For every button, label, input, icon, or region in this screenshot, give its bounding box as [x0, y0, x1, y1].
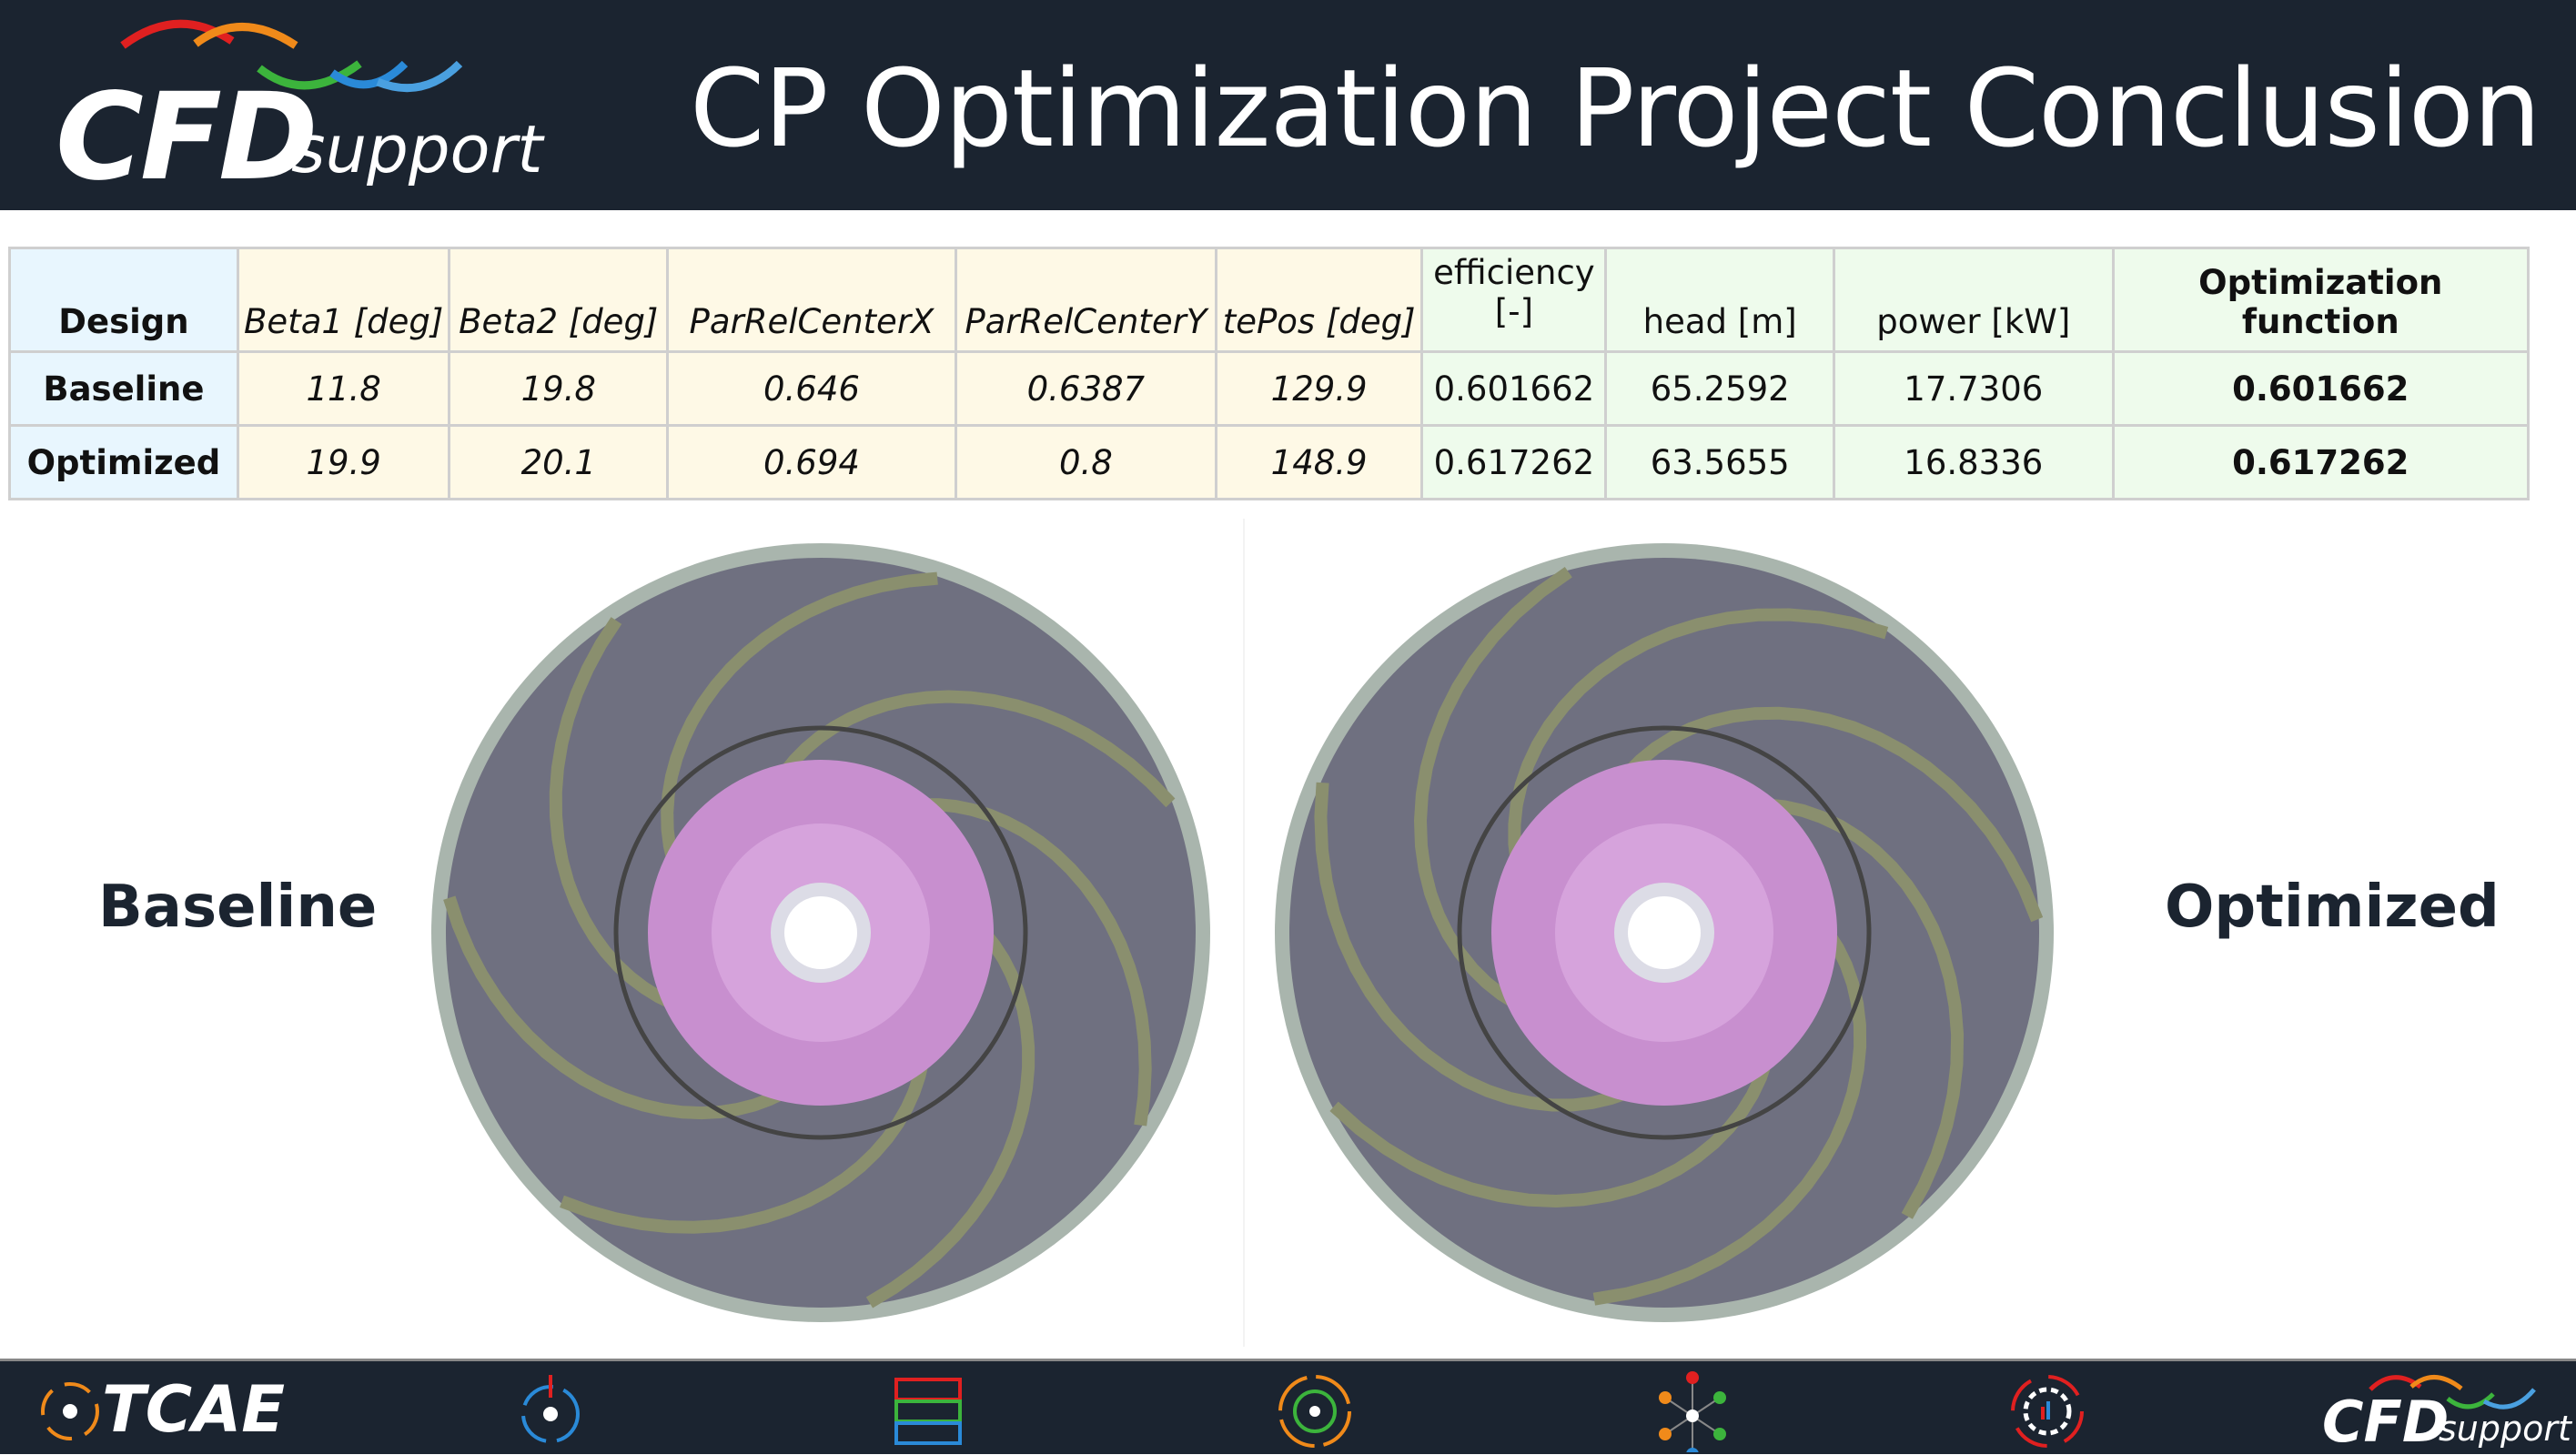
table-header-row: Design Beta1 [deg] Beta2 [deg] ParRelCen… — [8, 247, 2531, 353]
impeller-blade — [443, 895, 787, 1120]
cell: 0.8 — [954, 424, 1217, 500]
logo-arrows-icon — [120, 19, 463, 93]
cell: 65.2592 — [1604, 350, 1836, 427]
header-beta2: Beta2 [deg] — [448, 247, 670, 353]
baseline-label: Baseline — [98, 874, 378, 941]
page-title: CP Optimization Project Conclusion — [690, 45, 2541, 171]
turbomachinery-icon — [1278, 1375, 1351, 1448]
table-row: Baseline 11.8 19.8 0.646 0.6387 129.9 0.… — [8, 350, 2531, 427]
footer-logo-arrows-icon — [2369, 1375, 2536, 1410]
tcae-icon — [41, 1382, 99, 1440]
cell-design: Baseline — [8, 350, 239, 427]
impeller-blade — [1622, 706, 2044, 923]
results-table: Design Beta1 [deg] Beta2 [deg] ParRelCen… — [8, 247, 2531, 500]
impeller-blade — [560, 1059, 930, 1234]
baseline-impeller-image — [431, 543, 1210, 1322]
header-power: power [kW] — [1833, 247, 2115, 353]
header-parrelcentery: ParRelCenterY — [954, 247, 1217, 353]
cell: 0.617262 — [1420, 424, 1608, 500]
cell: 20.1 — [448, 424, 670, 500]
rotating-machinery-icon — [521, 1375, 580, 1443]
header-optimization-function: Optimization function — [2111, 247, 2531, 353]
header-tepos: tePos [deg] — [1214, 247, 1424, 353]
cell: 129.9 — [1214, 350, 1424, 427]
network-icon — [1659, 1371, 1726, 1452]
table-row: Optimized 19.9 20.1 0.694 0.8 148.9 0.61… — [8, 424, 2531, 500]
cell: 148.9 — [1214, 424, 1424, 500]
header-parrelcenterx: ParRelCenterX — [666, 247, 957, 353]
cell: 0.617262 — [2111, 424, 2531, 500]
impeller-blade — [1765, 798, 1965, 1219]
header-design: Design — [8, 247, 239, 353]
cell: 19.9 — [236, 424, 451, 500]
cell-design: Optimized — [8, 424, 239, 500]
impeller-blade — [923, 798, 1152, 1127]
header-efficiency: efficiency [-] — [1420, 247, 1608, 353]
impeller-blade — [865, 928, 1035, 1308]
cell: 63.5655 — [1604, 424, 1836, 500]
header-head: head [m] — [1604, 247, 1836, 353]
impeller-blade — [1592, 929, 1867, 1306]
cell: 0.646 — [666, 350, 957, 427]
cell: 0.601662 — [1420, 350, 1608, 427]
cell: 0.694 — [666, 424, 957, 500]
impeller-blade — [779, 690, 1176, 808]
cell: 11.8 — [236, 350, 451, 427]
impeller-blade — [549, 617, 676, 1010]
optimized-impeller-image — [1275, 543, 2054, 1322]
header-beta1: Beta1 [deg] — [236, 247, 451, 353]
impeller-blade — [1329, 1058, 1773, 1208]
cell: 17.7306 — [1833, 350, 2115, 427]
cfdsupport-logo: CFD support — [50, 9, 578, 207]
impeller-blade — [661, 571, 938, 864]
cell: 0.601662 — [2111, 350, 2531, 427]
footer: TCAE CFD support — [0, 1359, 2576, 1455]
footer-cfdsupport-logo: CFD — [2322, 1389, 2450, 1455]
gear-optimization-icon — [2011, 1375, 2084, 1448]
impeller-blade — [1413, 566, 1572, 1010]
divider — [1243, 519, 1245, 1347]
impeller-blade — [1508, 608, 1889, 863]
cell: 0.6387 — [954, 350, 1217, 427]
cell: 19.8 — [448, 350, 670, 427]
optimized-label: Optimized — [2165, 874, 2500, 941]
cell: 16.8336 — [1833, 424, 2115, 500]
mesh-icon — [894, 1378, 962, 1445]
impeller-blade — [1314, 782, 1631, 1112]
header: CFD support CP Optimization Project Conc… — [0, 0, 2576, 210]
